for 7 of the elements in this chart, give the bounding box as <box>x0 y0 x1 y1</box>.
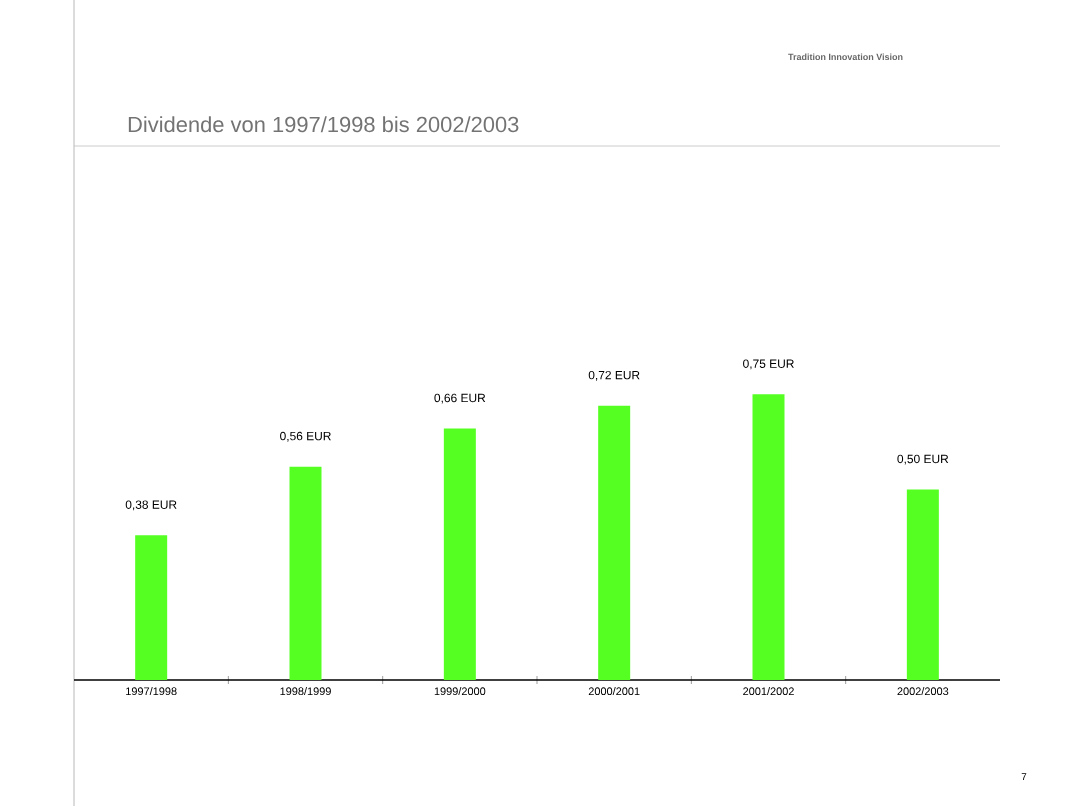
bar <box>289 466 322 681</box>
bar <box>752 394 785 681</box>
bar <box>443 428 476 681</box>
chart-title: Dividende von 1997/1998 bis 2002/2003 <box>128 116 519 133</box>
bar <box>906 489 939 681</box>
bar <box>598 405 631 681</box>
bar <box>135 535 168 681</box>
